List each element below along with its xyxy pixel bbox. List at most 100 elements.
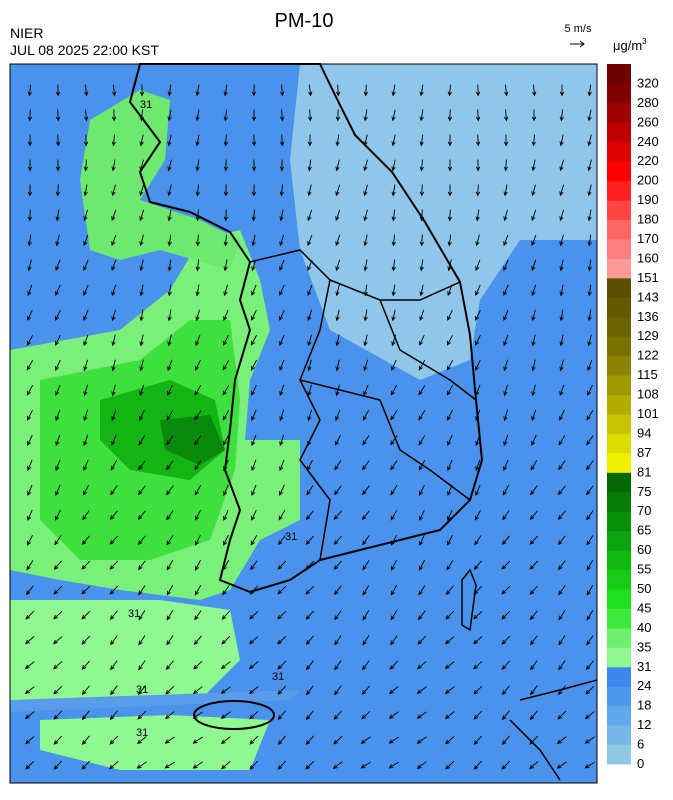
wind-arrow (446, 334, 454, 346)
wind-arrow (248, 661, 259, 670)
wind-arrow (503, 259, 509, 272)
wind-arrow (137, 510, 146, 520)
wind-arrow (447, 509, 453, 521)
wind-arrow (111, 209, 117, 222)
wind-arrow (501, 610, 511, 620)
wind-arrow (363, 359, 369, 372)
wind-arrow (501, 560, 511, 570)
wind-arrow (390, 559, 397, 571)
wind-arrow (447, 159, 453, 172)
wind-arrow (138, 635, 146, 646)
wind-arrow (530, 485, 538, 496)
wind-arrow (391, 134, 396, 147)
wind-arrow (503, 384, 508, 397)
wind-arrow (251, 509, 257, 521)
wind-arrow (138, 435, 146, 446)
wind-arrow (24, 711, 35, 720)
wind-arrow (27, 209, 33, 222)
wind-arrow (167, 134, 172, 147)
wind-arrow (529, 710, 538, 721)
wind-arrow (557, 485, 566, 496)
wind-arrow (81, 735, 90, 746)
wind-arrow (419, 259, 424, 272)
colorbar-label: 129 (637, 328, 659, 343)
contour-label: 31 (272, 671, 284, 683)
unit: μg/m3 (613, 37, 647, 53)
wind-arrow (164, 711, 175, 720)
wind-arrow (559, 234, 564, 247)
wind-arrow (419, 184, 425, 197)
wind-arrow (111, 409, 117, 422)
wind-arrow (586, 610, 594, 621)
wind-arrow (503, 234, 509, 247)
wind-arrow (249, 735, 259, 745)
wind-arrow (250, 359, 257, 371)
wind-arrow (584, 711, 595, 720)
wind-arrow (501, 710, 510, 721)
wind-arrow (83, 409, 89, 422)
wind-arrow (55, 259, 61, 272)
wind-arrow (419, 309, 425, 322)
wind-arrow (419, 334, 425, 346)
wind-arrow (529, 510, 538, 520)
colorbar-bin (607, 122, 631, 143)
wind-arrow (307, 234, 313, 247)
colorbar-label: 60 (637, 542, 651, 557)
wind-arrow (82, 484, 90, 496)
wind-arrow (81, 535, 90, 545)
colorbar-label: 240 (637, 134, 659, 149)
colorbar-label: 101 (637, 406, 659, 421)
wind-arrow (110, 635, 118, 646)
colorbar-bin (607, 608, 631, 629)
wind-arrow (166, 485, 174, 496)
wind-arrow (307, 334, 312, 347)
colorbar-label: 75 (637, 484, 651, 499)
colorbar-label: 180 (637, 212, 659, 227)
wind-arrow (192, 686, 203, 695)
wind-arrow (109, 585, 118, 595)
wind-arrow (139, 159, 144, 172)
wind-arrow (559, 184, 565, 197)
wind-arrow (473, 760, 483, 770)
wind-arrow (27, 84, 32, 97)
wind-arrow (530, 460, 538, 471)
wind-arrow (475, 384, 481, 397)
wind-arrow (584, 761, 595, 769)
wind-arrow (194, 410, 202, 421)
wind-arrow (444, 661, 455, 670)
wind-arrow (335, 309, 340, 322)
wind-arrow (250, 560, 258, 571)
wind-arrow (137, 535, 146, 546)
wind-arrow (445, 760, 455, 770)
colorbar-label: 151 (637, 270, 659, 285)
wind-arrow (559, 84, 565, 97)
wind-arrow (251, 134, 257, 147)
colorbar-label: 143 (637, 289, 659, 304)
wind-arrow (307, 184, 312, 197)
wind-arrow (531, 384, 536, 397)
wind-arrow (390, 510, 398, 521)
wind-arrow (24, 686, 35, 695)
wind-arrow (111, 259, 117, 272)
colorbar-bin (607, 297, 631, 318)
wind-arrow (587, 334, 592, 347)
wind-arrow (53, 560, 62, 571)
wind-arrow (251, 484, 257, 497)
wind-arrow (55, 284, 61, 296)
title: PM-10 (275, 10, 334, 32)
wind-arrow (391, 284, 396, 297)
wind-arrow (305, 510, 314, 521)
wind-arrow (139, 334, 144, 347)
colorbar-bin (607, 414, 631, 434)
wind-arrow (416, 686, 427, 694)
wind-arrow (335, 109, 341, 122)
wind-arrow (167, 109, 172, 122)
wind-arrow (333, 710, 342, 720)
colorbar-bin (607, 180, 631, 201)
wind-arrow (446, 560, 454, 571)
wind-arrow (332, 761, 343, 769)
wind-arrow (391, 359, 397, 371)
wind-arrow (362, 409, 370, 421)
wind-arrow (223, 84, 228, 97)
colorbar-label: 280 (637, 95, 659, 110)
